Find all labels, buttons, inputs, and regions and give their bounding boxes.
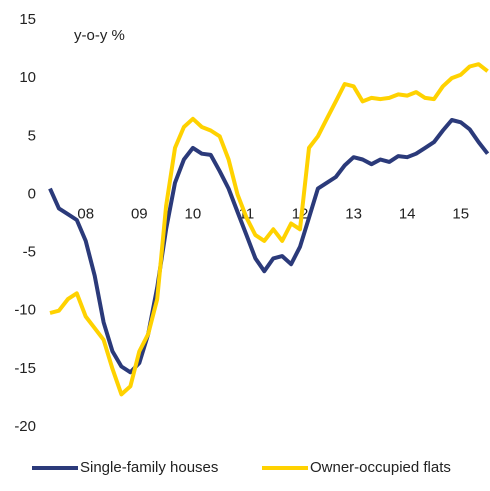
series-line bbox=[48, 118, 490, 375]
y-tick-label: 5 bbox=[28, 127, 36, 144]
series-line bbox=[49, 62, 489, 397]
y-tick-label: -20 bbox=[14, 418, 36, 435]
y-tick-label: -10 bbox=[14, 302, 36, 319]
y-tick-label: 15 bbox=[19, 11, 36, 28]
y-tick-label: -5 bbox=[23, 244, 36, 261]
x-tick-label: 15 bbox=[452, 205, 469, 222]
x-tick-label: 14 bbox=[399, 205, 416, 222]
y-tick-label: -15 bbox=[14, 360, 36, 377]
y-tick-label: 0 bbox=[28, 185, 36, 202]
annotation: y-o-y % bbox=[74, 27, 125, 44]
y-tick-label: 10 bbox=[19, 69, 36, 86]
x-tick-label: 10 bbox=[185, 205, 202, 222]
legend-label: Owner-occupied flats bbox=[310, 459, 451, 476]
x-tick-label: 13 bbox=[345, 205, 362, 222]
x-tick-label: 09 bbox=[131, 205, 148, 222]
x-tick-label: 08 bbox=[77, 205, 94, 222]
legend-label: Single-family houses bbox=[80, 459, 218, 476]
